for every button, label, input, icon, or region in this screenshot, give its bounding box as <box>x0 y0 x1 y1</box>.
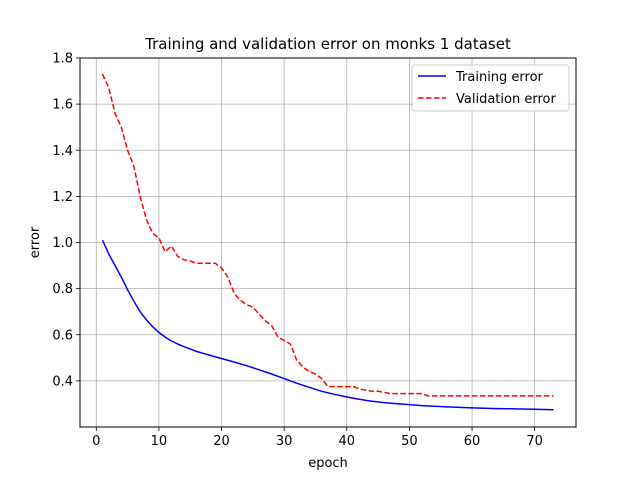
grid <box>80 57 576 427</box>
y-tick-label: 0.6 <box>52 328 73 343</box>
chart-title: Training and validation error on monks 1… <box>144 35 511 53</box>
x-axis-label: epoch <box>308 456 348 471</box>
legend-label-training: Training error <box>455 70 544 85</box>
legend-label-validation: Validation error <box>456 92 556 107</box>
y-axis-label: error <box>28 226 43 258</box>
legend-box <box>411 64 570 112</box>
series-layer <box>101 73 554 411</box>
y-tick-label: 1.0 <box>52 236 73 251</box>
y-tick-label: 0.8 <box>52 282 73 297</box>
y-tick-label: 0.4 <box>52 374 73 389</box>
x-tick-label: 50 <box>401 434 418 449</box>
legend: Training error Validation error <box>411 64 570 112</box>
x-tick-label: 70 <box>526 434 543 449</box>
x-tick-label: 10 <box>151 434 168 449</box>
training-error-line <box>101 239 554 411</box>
x-tick-label: 20 <box>213 434 230 449</box>
validation-error-line <box>101 73 554 397</box>
y-tick-label: 1.2 <box>52 190 73 205</box>
x-tick-label: 30 <box>276 434 293 449</box>
y-tick-label: 1.6 <box>52 98 73 113</box>
y-tick-label: 1.4 <box>52 144 73 159</box>
x-tick-label: 0 <box>92 434 100 449</box>
y-tick-label: 1.8 <box>52 52 73 67</box>
axes-ticks: 0 10 20 30 40 50 60 70 0.4 0.6 0.8 1.0 1.2 1.4 1.6 1.8 <box>52 52 543 450</box>
x-tick-label: 60 <box>464 434 481 449</box>
x-tick-label: 40 <box>339 434 356 449</box>
